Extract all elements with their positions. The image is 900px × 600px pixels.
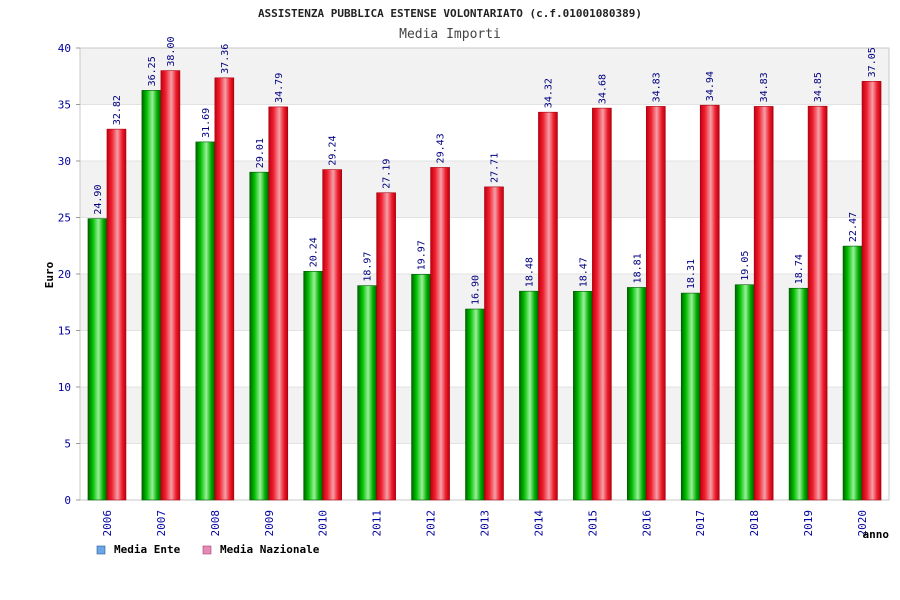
- value-label: 34.68: [597, 74, 608, 104]
- x-tick-label: 2018: [748, 510, 761, 537]
- value-label: 27.19: [382, 159, 393, 189]
- bar-media-ente-2008: [195, 141, 216, 501]
- bar-media-nazionale-2019: [807, 105, 828, 501]
- x-tick-label: 2013: [479, 510, 492, 537]
- bar-media-ente-2009: [249, 171, 270, 501]
- x-tick-label: 2017: [694, 510, 707, 537]
- bar-media-ente-2006: [87, 218, 108, 501]
- x-tick-label: 2009: [263, 510, 276, 537]
- y-tick-label: 35: [58, 99, 71, 112]
- legend-swatch-media-nazionale: [202, 545, 212, 555]
- bar-media-nazionale-2008: [214, 77, 235, 501]
- value-label: 34.83: [651, 72, 662, 102]
- y-tick-label: 10: [58, 381, 71, 394]
- bar-media-ente-2018: [734, 284, 755, 501]
- x-tick-label: 2007: [155, 510, 168, 537]
- bar-media-ente-2019: [788, 287, 809, 501]
- bars: [87, 70, 882, 501]
- x-tick-label: 2014: [532, 510, 545, 537]
- bar-media-nazionale-2012: [430, 167, 450, 501]
- bar-media-ente-2007: [141, 90, 162, 501]
- x-tick-label: 2011: [371, 510, 384, 537]
- bar-media-nazionale-2009: [268, 106, 289, 501]
- value-label: 37.36: [220, 44, 231, 74]
- y-tick-label: 0: [64, 494, 71, 507]
- bar-media-ente-2012: [411, 274, 431, 501]
- bar-media-nazionale-2016: [645, 106, 666, 501]
- value-label: 31.69: [201, 108, 212, 138]
- value-label: 29.01: [255, 138, 266, 168]
- bar-media-nazionale-2007: [160, 70, 181, 501]
- bar-media-nazionale-2010: [322, 169, 343, 501]
- bar-media-nazionale-2015: [592, 107, 612, 501]
- y-tick-label: 40: [58, 42, 71, 55]
- legend-swatch-media-ente: [96, 545, 106, 555]
- bar-media-nazionale-2006: [106, 128, 127, 501]
- x-axis-ticks: 2006 2007 2008 2009 2010 2011 2012 2013 2014 2015…: [101, 510, 869, 537]
- chart-subtitle: Media Importi: [399, 27, 501, 42]
- legend-label-media-ente: Media Ente: [114, 543, 181, 556]
- value-label: 38.00: [166, 36, 177, 66]
- x-tick-label: 2020: [856, 510, 869, 537]
- x-tick-label: 2010: [317, 510, 330, 537]
- value-label: 19.05: [740, 251, 751, 281]
- value-label: 19.97: [417, 240, 428, 270]
- bar-media-ente-2015: [573, 290, 593, 501]
- x-tick-label: 2012: [425, 510, 438, 537]
- bar-media-nazionale-2011: [376, 192, 396, 501]
- legend: Media Ente Media Nazionale: [96, 543, 320, 556]
- bar-media-nazionale-2013: [484, 186, 504, 501]
- x-tick-label: 2015: [586, 510, 599, 537]
- legend-label-media-nazionale: Media Nazionale: [220, 543, 320, 556]
- value-label: 29.43: [436, 133, 447, 163]
- value-label: 18.31: [686, 259, 697, 289]
- value-label: 22.47: [848, 212, 859, 242]
- bar-media-ente-2011: [357, 285, 377, 501]
- bar-media-ente-2016: [626, 287, 647, 501]
- value-label: 24.90: [93, 185, 104, 215]
- value-label: 34.85: [813, 72, 824, 102]
- bar-media-ente-2020: [842, 245, 863, 501]
- bar-media-ente-2010: [303, 270, 324, 501]
- y-tick-label: 20: [58, 268, 71, 281]
- bar-media-ente-2014: [519, 290, 539, 501]
- value-label: 34.94: [705, 71, 716, 101]
- value-label: 34.32: [543, 78, 554, 108]
- y-axis-label: Euro: [43, 261, 56, 288]
- x-tick-label: 2006: [101, 510, 114, 537]
- value-label: 32.82: [112, 95, 123, 125]
- value-label: 18.74: [794, 254, 805, 284]
- value-label: 16.90: [471, 275, 482, 305]
- y-tick-label: 30: [58, 155, 71, 168]
- value-label: 29.24: [328, 135, 339, 165]
- value-label: 27.71: [490, 153, 501, 183]
- bar-media-nazionale-2018: [753, 106, 774, 501]
- value-label: 34.83: [759, 72, 770, 102]
- x-axis-label: anno: [863, 528, 890, 541]
- bar-media-nazionale-2017: [699, 104, 720, 501]
- bar-media-nazionale-2014: [538, 111, 558, 501]
- bar-media-nazionale-2020: [861, 81, 882, 501]
- bar-media-ente-2017: [680, 292, 701, 501]
- x-tick-label: 2016: [640, 510, 653, 537]
- value-label: 34.79: [274, 73, 285, 103]
- x-tick-label: 2019: [802, 510, 815, 537]
- value-label: 18.48: [524, 257, 535, 287]
- y-tick-label: 25: [58, 212, 71, 225]
- value-label: 37.05: [867, 47, 878, 77]
- x-tick-label: 2008: [209, 510, 222, 537]
- y-axis-ticks: 0 5 10 15 20 25 30 35 40: [58, 42, 80, 507]
- value-label: 18.47: [578, 257, 589, 287]
- value-label: 18.97: [363, 252, 374, 282]
- value-label: 18.81: [632, 253, 643, 283]
- value-label: 20.24: [309, 237, 320, 267]
- value-label: 36.25: [147, 56, 158, 86]
- bar-media-ente-2013: [465, 308, 485, 501]
- y-tick-label: 5: [64, 438, 71, 451]
- chart-title: ASSISTENZA PUBBLICA ESTENSE VOLONTARIATO…: [258, 7, 642, 20]
- value-labels: 24.90 32.82 36.25 38.00 31.69 37.36 29.01 34.79…: [93, 36, 878, 305]
- y-tick-label: 15: [58, 325, 71, 338]
